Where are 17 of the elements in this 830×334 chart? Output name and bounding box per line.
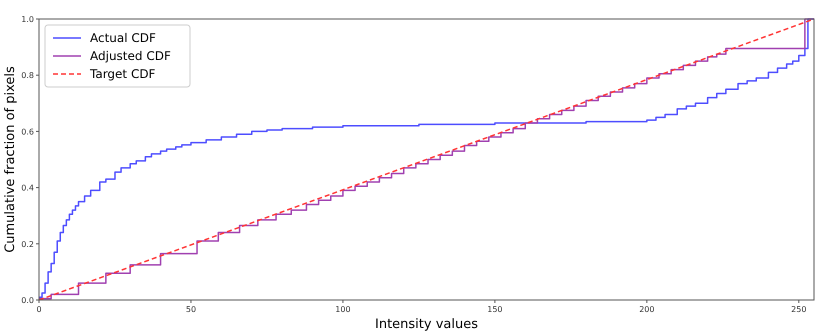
y-tick-label: 0.8 — [21, 71, 34, 80]
x-tick-label: 50 — [186, 305, 196, 314]
x-tick-label: 150 — [487, 305, 503, 314]
y-axis-title: Cumulative fraction of pixels — [3, 66, 18, 253]
x-tick-label: 250 — [791, 305, 806, 314]
legend-label: Adjusted CDF — [90, 49, 171, 63]
x-tick-label: 200 — [639, 305, 654, 314]
x-axis-title: Intensity values — [375, 317, 478, 332]
y-tick-label: 0.0 — [21, 296, 34, 305]
y-tick-label: 1.0 — [21, 15, 34, 24]
x-tick-label: 0 — [36, 305, 42, 314]
legend-label: Actual CDF — [90, 31, 156, 45]
y-tick-label: 0.2 — [21, 240, 34, 249]
x-tick-label: 100 — [335, 305, 351, 314]
y-tick-label: 0.4 — [21, 184, 34, 193]
y-tick-label: 0.6 — [21, 127, 34, 136]
legend-label: Target CDF — [89, 67, 156, 81]
